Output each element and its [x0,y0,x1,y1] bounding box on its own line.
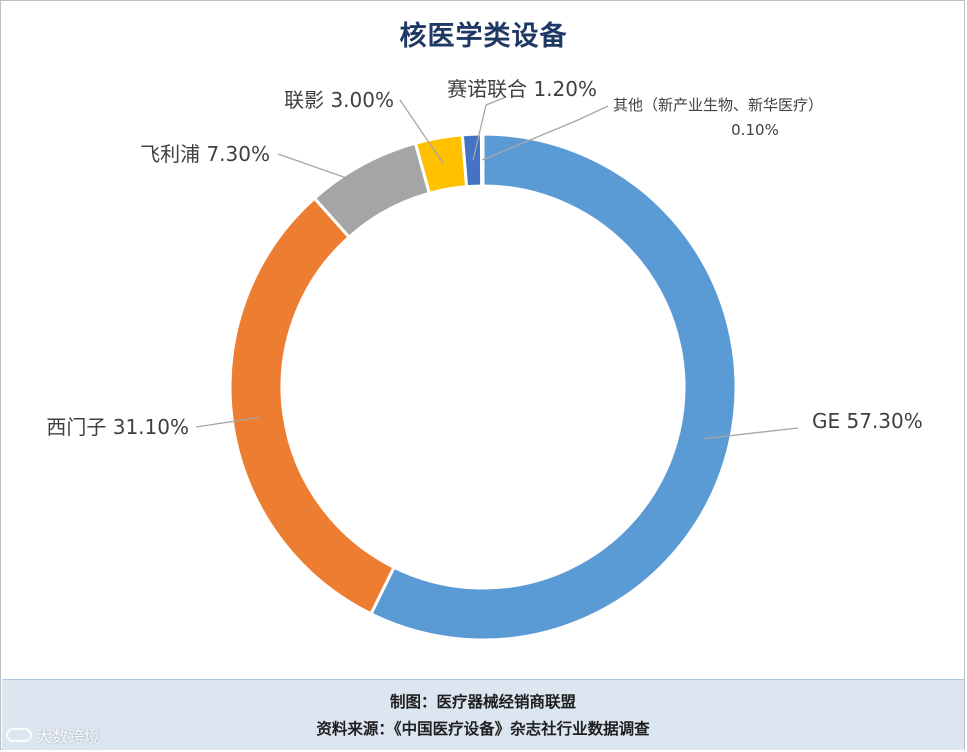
donut-chart: GE 57.30% 西门子 31.10% 飞利浦 7.30% 联影 3.00% 赛诺联合… [46,77,923,642]
leader-lines-layer [195,96,799,440]
chart-title: 核医学类设备 [399,21,568,52]
slice-label-2: 飞利浦 7.30% [140,142,270,166]
watermark-logo-icon [6,728,32,742]
leader-line-3 [399,99,444,164]
leader-line-5 [482,105,609,161]
leader-line-2 [277,153,375,189]
slice-label-5: 其他（新产业生物、新华医疗） [613,96,823,114]
slice-label-3: 联影 3.00% [284,88,394,112]
donut-slice-4 [460,132,484,189]
watermark: 大数跨境 [6,723,100,747]
footer-panel: 制图：医疗器械经销商联盟 资料来源：《中国医疗设备》杂志社行业数据调查 [2,679,964,750]
footer-source: 资料来源：《中国医疗设备》杂志社行业数据调查 [316,719,650,738]
leader-line-1 [195,416,259,428]
leader-line-0 [703,427,799,440]
slice-label-4: 赛诺联合 1.20% [447,77,597,101]
slice-label-1: 西门子 31.10% [46,415,189,439]
slices-layer [228,132,738,642]
labels-layer: GE 57.30% 西门子 31.10% 飞利浦 7.30% 联影 3.00% 赛诺联合… [46,77,922,439]
slice-label-0: GE 57.30% [812,409,923,433]
leader-line-4 [472,96,507,161]
watermark-text: 大数跨境 [36,727,101,746]
footer-credit: 制图：医疗器械经销商联盟 [389,692,576,711]
donut-slice-1 [228,196,397,616]
donut-slice-0 [368,132,738,642]
donut-slice-5 [479,132,485,188]
slice-value-label-5: 0.10% [731,121,779,139]
